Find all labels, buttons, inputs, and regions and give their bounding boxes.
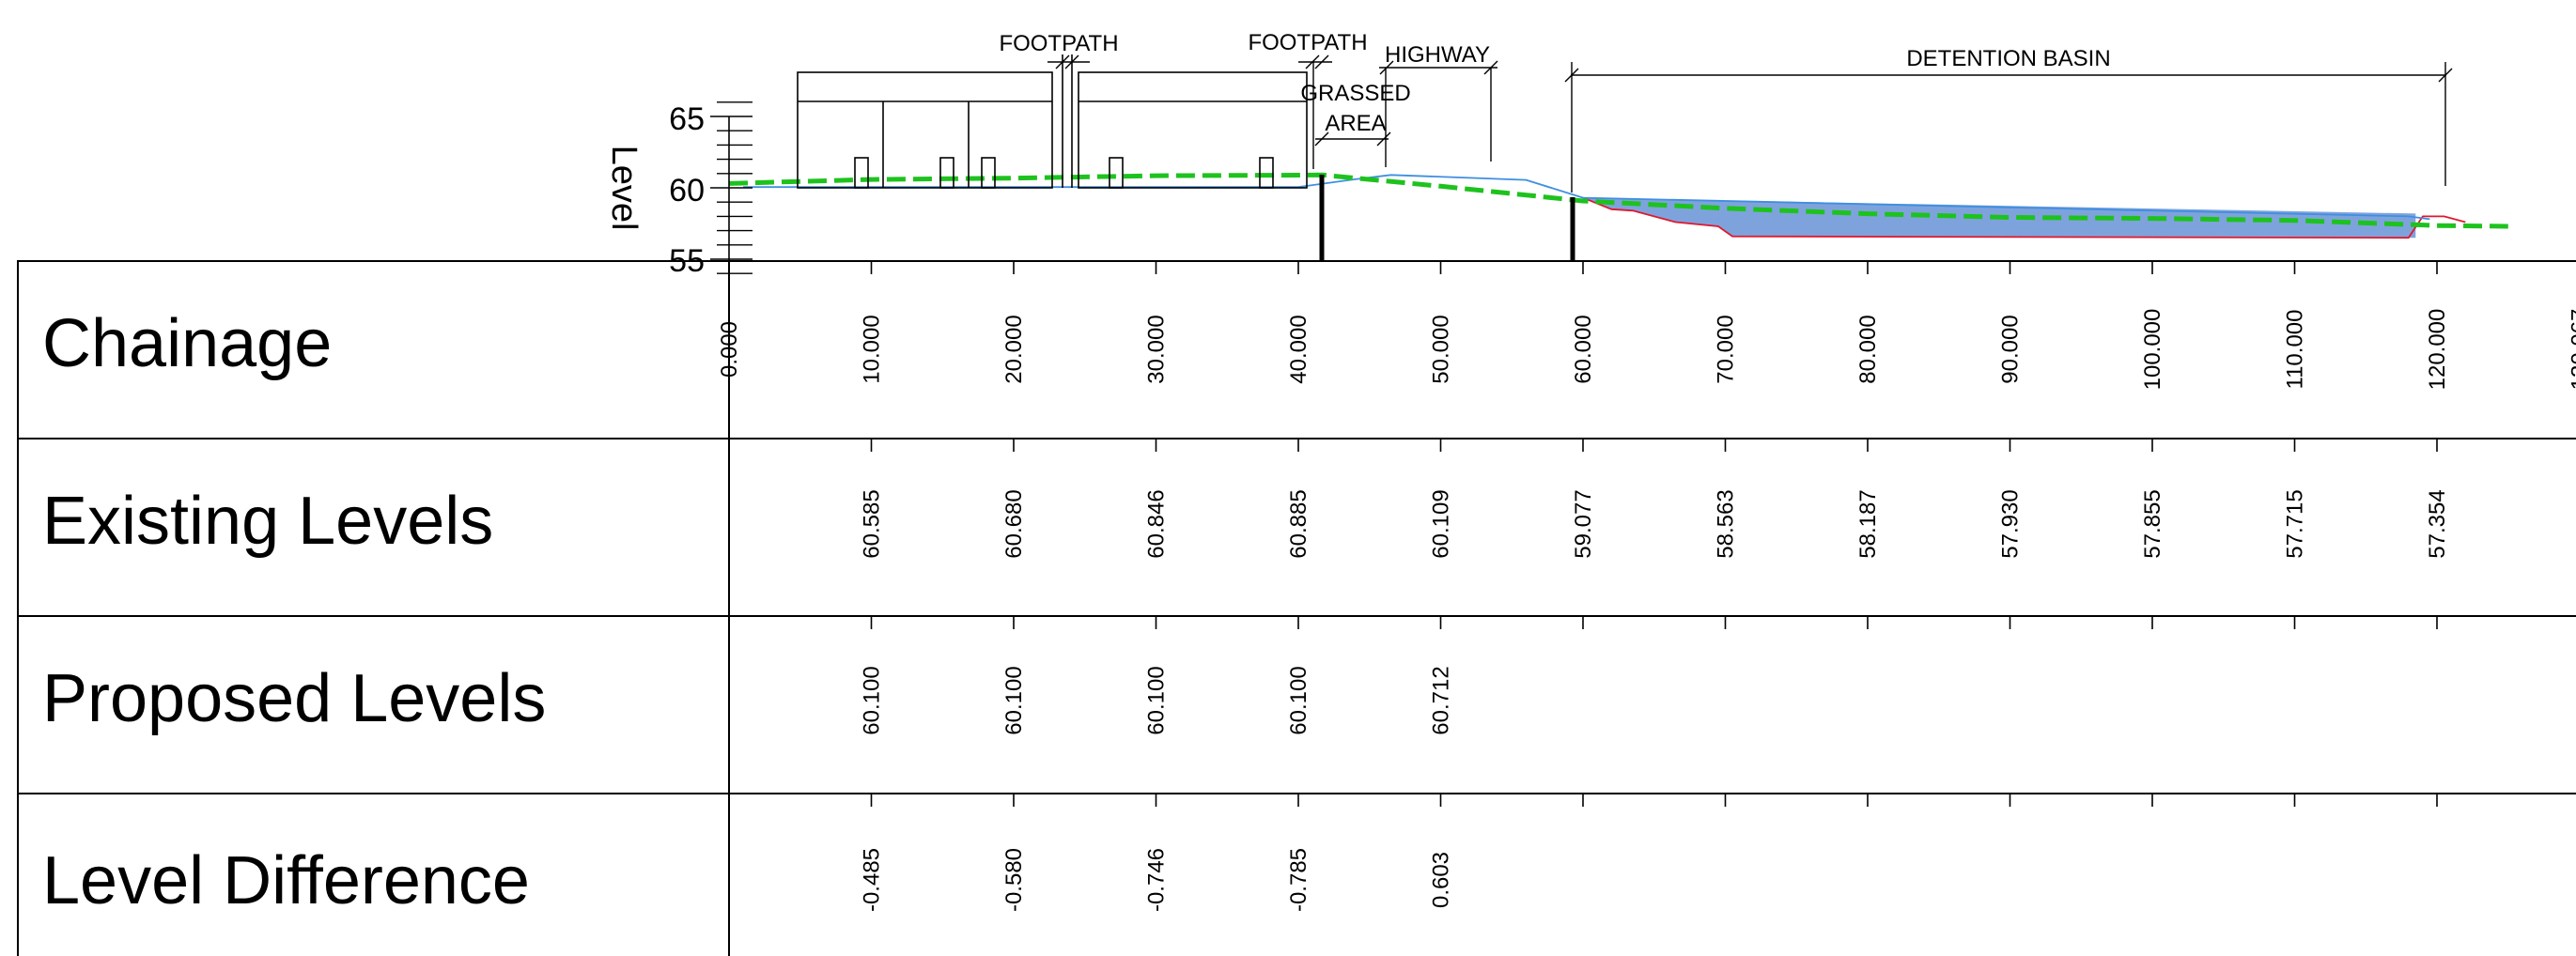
chainage-value: 120.000 bbox=[2425, 309, 2450, 391]
chainage-value: 40.000 bbox=[1286, 315, 1311, 383]
highway-tick-a bbox=[1379, 60, 1394, 75]
chainage-value: 110.000 bbox=[2283, 310, 2308, 390]
chainage-value: 70.000 bbox=[1714, 315, 1739, 383]
table-row-headings: Chainage Existing Levels Proposed Levels… bbox=[42, 306, 546, 918]
row-heading-proposed-levels: Proposed Levels bbox=[42, 661, 546, 736]
proposed-level-value: 60.100 bbox=[1286, 666, 1311, 734]
existing-level-value: 57.354 bbox=[2425, 489, 2450, 558]
chainage-value: 130.067 bbox=[2568, 309, 2576, 391]
building-left-door-1 bbox=[854, 157, 869, 189]
table-outline bbox=[17, 260, 2576, 956]
building-right-door-1 bbox=[1109, 157, 1124, 189]
building-right-door-2 bbox=[1259, 157, 1274, 189]
footpath-2-tick-b bbox=[1314, 54, 1329, 69]
proposed-level-value: 60.100 bbox=[1144, 666, 1170, 734]
level-axis-tick-65: 65 bbox=[669, 101, 705, 137]
existing-level-value: 58.563 bbox=[1714, 489, 1739, 558]
basin-bed-line bbox=[1582, 196, 2466, 239]
level-difference-value: -0.580 bbox=[1001, 848, 1027, 912]
grassed-area-tick-b bbox=[1376, 131, 1391, 146]
building-left-door-2 bbox=[939, 157, 954, 189]
chainage-value: 0.000 bbox=[717, 321, 742, 378]
level-axis: 55 60 65 Level bbox=[604, 101, 753, 279]
chainage-value: 30.000 bbox=[1144, 315, 1170, 383]
chainage-value: 100.000 bbox=[2140, 309, 2165, 391]
existing-ground-line bbox=[728, 172, 2508, 229]
existing-level-value: 60.585 bbox=[860, 489, 885, 558]
existing-level-value: 60.680 bbox=[1001, 489, 1027, 558]
building-right-outline bbox=[1078, 71, 1308, 189]
row-heading-level-difference: Level Difference bbox=[42, 843, 530, 918]
existing-level-value: 57.855 bbox=[2140, 489, 2165, 558]
proposed-level-value: 60.100 bbox=[1001, 666, 1027, 734]
existing-level-value: 60.885 bbox=[1286, 489, 1311, 558]
chainage-value: 60.000 bbox=[1571, 315, 1596, 383]
grassed-area-label-line2: AREA bbox=[1325, 111, 1386, 136]
footpath-1-label: FOOTPATH bbox=[999, 31, 1118, 56]
chainage-value: 80.000 bbox=[1855, 315, 1881, 383]
level-difference-value: -0.746 bbox=[1144, 848, 1170, 912]
chainage-value: 50.000 bbox=[1429, 315, 1454, 383]
table-ticks bbox=[870, 261, 2438, 807]
footpath-1-tick-b bbox=[1064, 54, 1079, 69]
highway-label: HIGHWAY bbox=[1385, 42, 1490, 68]
profile-geometry bbox=[728, 172, 2508, 239]
footpath-1-tick-a bbox=[1055, 54, 1070, 69]
chainage-value: 20.000 bbox=[1001, 315, 1027, 383]
proposed-level-value: 60.100 bbox=[860, 666, 885, 734]
existing-level-value: 57.715 bbox=[2283, 489, 2308, 558]
level-axis-title: Level bbox=[604, 146, 644, 231]
existing-level-value: 60.846 bbox=[1144, 489, 1170, 558]
level-difference-value: -0.485 bbox=[860, 848, 885, 912]
existing-level-value: 59.077 bbox=[1571, 489, 1596, 558]
data-table bbox=[17, 260, 2576, 956]
table-values: 0.000 10.000 20.000 30.000 40.000 50.000 60.00… bbox=[717, 309, 2576, 912]
zone-labels: FOOTPATH FOOTPATH HIGHWAY GRASSED AREA D… bbox=[999, 30, 2110, 136]
existing-level-value: 58.187 bbox=[1855, 489, 1881, 558]
detention-basin-label: DETENTION BASIN bbox=[1906, 46, 2110, 71]
existing-level-value: 60.109 bbox=[1429, 489, 1454, 558]
building-outlines bbox=[797, 54, 1308, 189]
level-axis-ticks bbox=[710, 101, 753, 274]
chainage-value: 90.000 bbox=[1998, 315, 2024, 383]
level-difference-value: -0.785 bbox=[1286, 848, 1311, 912]
chainage-value: 10.000 bbox=[860, 315, 885, 383]
proposed-surface-line bbox=[743, 174, 2430, 221]
row-heading-existing-levels: Existing Levels bbox=[42, 484, 493, 559]
level-axis-tick-60: 60 bbox=[669, 173, 705, 208]
building-left-door-3 bbox=[981, 157, 996, 189]
grassed-area-tick-a bbox=[1314, 131, 1329, 146]
proposed-level-value: 60.712 bbox=[1429, 666, 1454, 734]
grassed-area-label-line1: GRASSED bbox=[1300, 81, 1410, 106]
level-difference-value: 0.603 bbox=[1429, 852, 1454, 908]
building-left-outline bbox=[797, 71, 1053, 189]
footpath-2-label: FOOTPATH bbox=[1248, 30, 1367, 55]
footpath-2-tick-a bbox=[1305, 54, 1320, 69]
zone-dimension-lines bbox=[1047, 54, 2453, 193]
profile-view: FOOTPATH FOOTPATH HIGHWAY GRASSED AREA D… bbox=[604, 30, 2508, 279]
row-heading-chainage: Chainage bbox=[42, 306, 332, 381]
existing-level-value: 57.930 bbox=[1998, 489, 2024, 558]
